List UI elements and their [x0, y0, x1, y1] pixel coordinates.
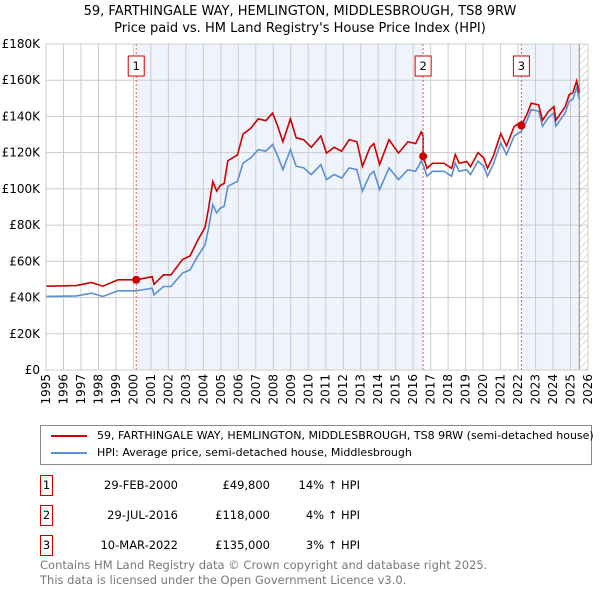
x-tick-label: 2006	[231, 374, 245, 405]
x-tick-label: 2023	[529, 374, 543, 405]
x-tick-label: 2024	[546, 374, 560, 405]
x-tick-label: 1995	[39, 374, 53, 405]
shaded-period	[136, 44, 424, 370]
shaded-period	[521, 44, 580, 370]
sale-marker-box	[127, 55, 145, 77]
future-hatch	[579, 44, 588, 370]
sale-number: 3	[40, 535, 53, 556]
x-tick-label: 2012	[336, 374, 350, 405]
x-tick-label: 2015	[389, 374, 403, 405]
footer-copyright: Contains HM Land Registry data © Crown c…	[40, 558, 488, 572]
hpi-line	[45, 84, 581, 298]
sale-hpi-diff: 4% ↑ HPI	[305, 508, 360, 522]
x-tick-label: 2000	[126, 374, 140, 405]
sale-price: £135,000	[215, 538, 270, 552]
sale-marker-label: 1	[133, 59, 140, 73]
sale-number: 1	[40, 475, 53, 496]
x-tick-label: 2014	[371, 374, 385, 405]
sale-number: 2	[40, 505, 53, 526]
x-tick-label: 2022	[511, 374, 525, 405]
x-tick-label: 2016	[406, 374, 420, 405]
chart-subtitle: Price paid vs. HM Land Registry's House …	[114, 21, 486, 36]
x-tick-label: 2005	[214, 374, 228, 405]
x-tick-label: 2021	[494, 374, 508, 405]
sale-price: £118,000	[215, 508, 270, 522]
footer-licence: This data is licensed under the Open Gov…	[40, 573, 407, 587]
x-tick-label: 2011	[319, 374, 333, 405]
x-tick-label: 2002	[161, 374, 175, 405]
x-tick-label: 2009	[284, 374, 298, 405]
x-tick-label: 2018	[441, 374, 455, 405]
sale-point	[132, 275, 141, 284]
x-tick-label: 2013	[354, 374, 368, 405]
x-tick-label: 2017	[424, 374, 438, 405]
sale-date: 29-FEB-2000	[104, 478, 178, 492]
price-chart: 1995 1996 1997 1998 1999 2000 2001 2002 2003 2004…	[2, 37, 595, 405]
y-tick-label: £20K	[9, 327, 41, 341]
sale-marker-box	[512, 55, 530, 77]
sale-row: 3 10-MAR-2022 £135,000 3% ↑ HPI	[40, 535, 440, 557]
sale-marker-label: 2	[419, 59, 426, 73]
y-tick-label: £40K	[9, 291, 41, 305]
y-tick-label: £60K	[9, 254, 41, 268]
legend: 59, FARTHINGALE WAY, HEMLINGTON, MIDDLES…	[40, 425, 594, 465]
sale-marker-box	[414, 55, 432, 77]
x-tick-label: 1996	[56, 374, 70, 405]
price-legend-label: 59, FARTHINGALE WAY, HEMLINGTON, MIDDLES…	[97, 429, 594, 442]
y-tick-label: £100K	[2, 182, 42, 196]
x-tick-label: 2025	[564, 374, 578, 405]
sale-date: 29-JUL-2016	[107, 508, 178, 522]
price-legend-swatch	[51, 435, 87, 437]
sale-row: 2 29-JUL-2016 £118,000 4% ↑ HPI	[40, 505, 440, 527]
x-tick-label: 2010	[301, 374, 315, 405]
sale-point	[419, 152, 428, 161]
y-tick-label: £160K	[2, 73, 42, 87]
x-tick-label: 2026	[581, 374, 595, 405]
hpi-legend-label: HPI: Average price, semi-detached house,…	[97, 446, 412, 459]
plot-border	[45, 43, 589, 371]
hpi-legend-swatch	[51, 452, 87, 454]
x-tick-label: 1998	[91, 374, 105, 405]
x-tick-label: 1999	[109, 374, 123, 405]
sale-row: 1 29-FEB-2000 £49,800 14% ↑ HPI	[40, 475, 440, 497]
x-tick-label: 1997	[74, 374, 88, 405]
y-tick-label: £180K	[2, 37, 42, 51]
x-tick-label: 2004	[196, 374, 210, 405]
y-tick-label: £80K	[9, 218, 41, 232]
sale-price: £49,800	[222, 478, 270, 492]
chart-title: 59, FARTHINGALE WAY, HEMLINGTON, MIDDLES…	[83, 4, 517, 19]
x-tick-label: 2003	[179, 374, 193, 405]
x-tick-label: 2001	[144, 374, 158, 405]
x-tick-label: 2019	[459, 374, 473, 405]
x-tick-label: 2007	[249, 374, 263, 405]
sale-hpi-diff: 14% ↑ HPI	[298, 478, 360, 492]
y-tick-label: £120K	[2, 146, 42, 160]
y-tick-label: £0	[25, 363, 40, 377]
x-tick-label: 2020	[476, 374, 490, 405]
sale-point	[517, 121, 526, 130]
y-tick-label: £140K	[2, 109, 42, 123]
sale-marker-label: 3	[518, 59, 525, 73]
sale-hpi-diff: 3% ↑ HPI	[305, 538, 360, 552]
x-tick-label: 2008	[266, 374, 280, 405]
sale-date: 10-MAR-2022	[100, 538, 178, 552]
